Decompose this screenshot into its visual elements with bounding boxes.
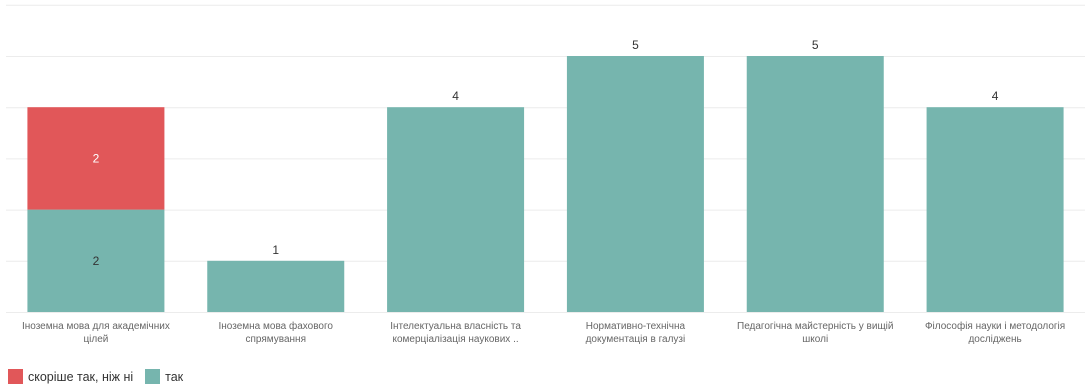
bar-segment[interactable] [387,107,525,312]
legend-swatch [8,369,23,384]
bar-segment[interactable] [27,209,165,312]
category-label: Педагогічна майстерність у вищій школі [725,320,905,346]
category-label-line: спрямування [245,334,307,345]
category-label-line: документація в галузі [585,334,686,345]
category-label-line: школі [802,334,829,345]
stacked-bar-chart: 2 2 1 4 5 5 4 [6,4,1085,313]
bar-segment[interactable] [746,56,884,312]
bar-segment[interactable] [27,107,165,210]
category-label-line: Інтелектуальна власність та [390,321,521,332]
bar-value-label: 4 [452,89,459,103]
legend-label: так [165,369,184,384]
legend-item-skorishe[interactable]: скоріше так, ніж ні [8,369,133,384]
legend-swatch [145,369,161,384]
category-label-line: комерціалізація наукових .. [392,334,519,345]
bar-segment[interactable] [926,107,1064,312]
category-label-line: цілей [83,334,109,345]
category-label: Філософія науки і методологія досліджень [905,320,1085,346]
category-label-line: Іноземна мова фахового [218,321,334,332]
bar-value-label: 5 [632,38,639,52]
category-label: Інтелектуальна власність та комерціалізац… [366,320,546,346]
bar-value-label: 1 [272,243,279,257]
legend: скоріше так, ніж ні так [8,369,195,384]
category-label: Іноземна мова фахового спрямування [186,320,366,346]
category-label-line: Філософія науки і методологія [924,321,1066,332]
segment-value-label: 2 [93,151,100,165]
category-label: Нормативно-технічна документація в галузі [545,320,725,346]
segment-value-label: 2 [93,254,100,268]
category-label-line: Педагогічна майстерність у вищій [737,321,894,332]
bar-segment[interactable] [207,260,345,312]
bar-value-label: 4 [992,89,999,103]
legend-label: скоріше так, ніж ні [28,369,134,384]
category-label-line: досліджень [968,334,1022,345]
category-label: Іноземна мова для академічних цілей [6,320,186,346]
bar-segment[interactable] [566,56,704,312]
category-label-line: Іноземна мова для академічних [21,321,170,332]
bar-value-label: 5 [812,38,819,52]
legend-item-tak[interactable]: так [145,369,183,384]
category-label-line: Нормативно-технічна [585,321,686,332]
